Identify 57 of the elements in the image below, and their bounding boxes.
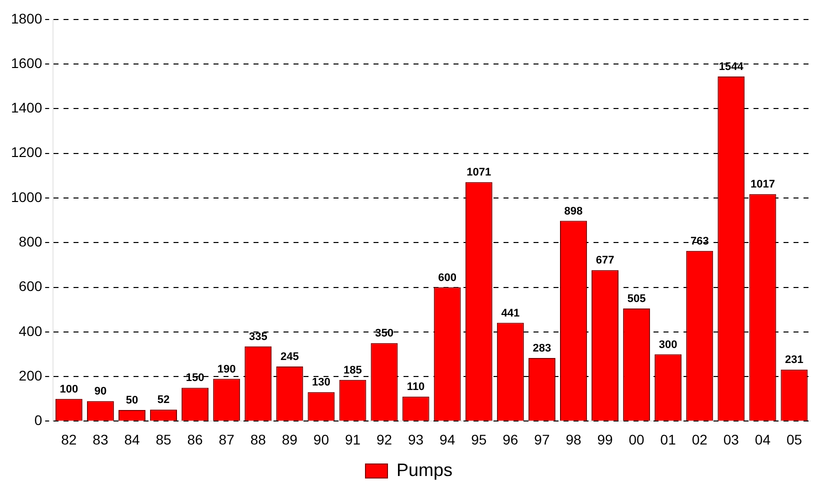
y-tick-label: 1600 bbox=[10, 54, 42, 71]
data-label: 441 bbox=[501, 307, 520, 320]
y-tick-label: 600 bbox=[18, 278, 42, 294]
x-tick-label: 95 bbox=[471, 431, 487, 448]
x-tick-label: 00 bbox=[628, 431, 645, 448]
x-tick-label: 99 bbox=[597, 431, 614, 448]
legend-label: Pumps bbox=[396, 460, 453, 480]
data-label: 283 bbox=[532, 342, 552, 355]
y-tick-label: 1800 bbox=[10, 10, 42, 26]
data-label: 110 bbox=[406, 381, 425, 394]
data-label: 505 bbox=[627, 293, 646, 306]
x-tick-label: 90 bbox=[313, 431, 330, 448]
x-tick-label: 87 bbox=[218, 431, 235, 448]
x-tick-label: 85 bbox=[156, 431, 172, 448]
x-tick-label: 96 bbox=[502, 431, 518, 448]
x-tick-label: 86 bbox=[187, 431, 204, 448]
x-tick-label: 92 bbox=[376, 431, 392, 448]
data-label: 1017 bbox=[750, 178, 775, 191]
data-label: 1071 bbox=[466, 166, 492, 179]
y-tick-label: 1200 bbox=[10, 144, 42, 160]
x-tick-label: 02 bbox=[692, 431, 708, 448]
y-tick-label: 0 bbox=[34, 412, 42, 428]
data-label: 335 bbox=[248, 330, 268, 343]
x-tick-label: 91 bbox=[344, 431, 361, 448]
y-tick-label: 1000 bbox=[10, 188, 42, 205]
data-label: 100 bbox=[60, 383, 78, 396]
data-label: 90 bbox=[94, 386, 107, 398]
x-tick-label: 83 bbox=[92, 431, 108, 448]
data-label: 150 bbox=[186, 372, 204, 384]
x-tick-label: 98 bbox=[566, 431, 582, 448]
data-label: 130 bbox=[312, 376, 330, 389]
data-label: 677 bbox=[596, 254, 614, 267]
x-tick-label: 01 bbox=[660, 431, 676, 448]
data-label: 600 bbox=[438, 272, 457, 284]
y-tick-label: 800 bbox=[18, 233, 42, 250]
x-tick-label: 93 bbox=[408, 431, 424, 448]
y-tick-label: 1400 bbox=[10, 100, 42, 116]
x-tick-label: 84 bbox=[124, 431, 140, 448]
x-tick-label: 03 bbox=[723, 431, 740, 448]
data-label: 50 bbox=[126, 394, 138, 407]
x-tick-label: 05 bbox=[786, 431, 802, 448]
x-tick-label: 82 bbox=[61, 431, 77, 448]
data-label: 185 bbox=[344, 364, 362, 376]
x-tick-label: 97 bbox=[534, 431, 550, 448]
data-label: 52 bbox=[157, 394, 170, 406]
x-tick-label: 94 bbox=[440, 431, 456, 448]
x-tick-label: 89 bbox=[282, 431, 298, 448]
data-label: 245 bbox=[280, 351, 299, 364]
x-tick-label: 04 bbox=[754, 431, 771, 448]
y-tick-label: 200 bbox=[18, 367, 42, 384]
x-tick-label: 88 bbox=[250, 431, 266, 448]
data-label: 231 bbox=[785, 354, 804, 366]
data-label: 300 bbox=[658, 338, 678, 351]
y-tick-label: 400 bbox=[18, 322, 42, 339]
data-label: 1544 bbox=[718, 61, 744, 74]
data-label: 898 bbox=[564, 205, 583, 218]
data-label: 190 bbox=[217, 363, 236, 376]
